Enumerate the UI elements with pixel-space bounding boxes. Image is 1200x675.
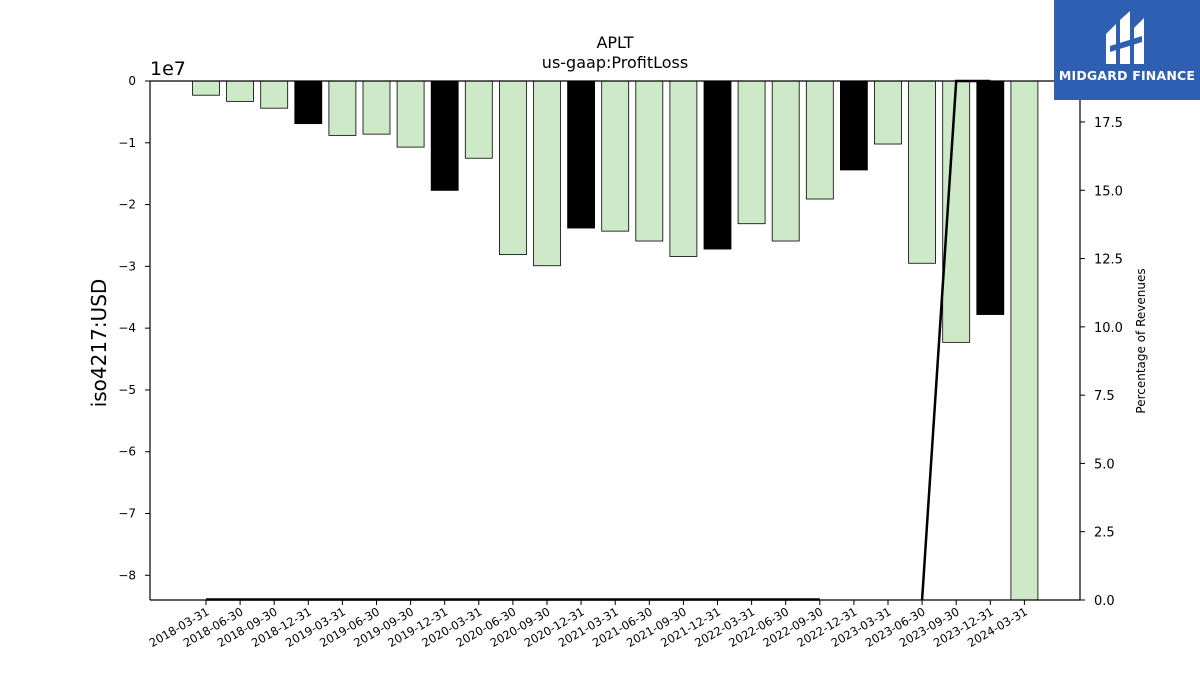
bar-2022-12-31 (840, 80, 868, 171)
bar-2019-09-30 (396, 80, 425, 148)
bar-2022-09-30 (805, 80, 834, 200)
bar-2021-06-30 (635, 80, 664, 242)
chart-subtitle: us-gaap:ProfitLoss (542, 53, 688, 72)
y-tick-label: −6 (118, 445, 136, 459)
pct-of-revenues-line (206, 79, 991, 601)
y2-tick-label: 7.5 (1094, 389, 1115, 404)
y-tick-label: −7 (118, 507, 136, 521)
bar-2018-12-31 (294, 80, 323, 125)
chart-title: APLT (596, 33, 633, 52)
bar-2018-03-31 (192, 80, 220, 96)
y-tick-label: −1 (118, 136, 136, 150)
y-tick-label: −3 (118, 259, 136, 273)
y2-tick-label: 0.0 (1094, 594, 1115, 609)
bars-layer (192, 80, 1039, 601)
y2-tick-label: 5.0 (1094, 457, 1115, 472)
bar-2018-06-30 (226, 80, 255, 102)
y2-tick-label: 17.5 (1094, 116, 1123, 131)
bar-2018-09-30 (260, 80, 289, 109)
y-axis-label: iso4217:USD (87, 279, 111, 408)
bar-2020-09-30 (533, 80, 561, 267)
y2-axis-label: Percentage of Revenues (1134, 268, 1148, 413)
y-tick-label: −8 (118, 568, 136, 582)
midgard-logo-icon (1106, 11, 1144, 64)
y2-tick-label: 10.0 (1094, 321, 1123, 336)
bar-2022-06-30 (771, 80, 800, 242)
bar-2023-03-31 (874, 80, 902, 145)
y2-tick-label: 12.5 (1094, 253, 1123, 268)
bar-2023-12-31 (976, 80, 1005, 315)
bar-2019-06-30 (362, 80, 391, 135)
y2-tick-label: 15.0 (1094, 184, 1123, 199)
bar-2021-09-30 (669, 80, 698, 257)
y2-tick-label: 2.5 (1094, 526, 1115, 541)
bar-2019-03-31 (328, 80, 357, 136)
pct-of-revenues-layer (206, 79, 991, 601)
y-offset-label: 1e7 (150, 58, 186, 80)
y-tick-label: −5 (118, 383, 136, 397)
y-tick-label: −2 (118, 198, 136, 212)
midgard-finance-logo: MIDGARD FINANCE (1054, 0, 1200, 100)
bar-2021-03-31 (601, 80, 630, 232)
bar-2022-03-31 (737, 80, 766, 225)
bar-2021-12-31 (703, 80, 732, 250)
y-tick-label: −4 (118, 321, 136, 335)
logo-text: MIDGARD FINANCE (1058, 68, 1196, 83)
bar-2024-03-31 (1010, 80, 1039, 601)
bar-2020-12-31 (567, 80, 595, 229)
bar-2023-06-30 (908, 80, 936, 264)
y-tick-label: 0 (128, 74, 136, 88)
bar-2019-12-31 (430, 80, 459, 191)
bar-2020-06-30 (498, 80, 527, 256)
bar-2020-03-31 (464, 80, 493, 159)
